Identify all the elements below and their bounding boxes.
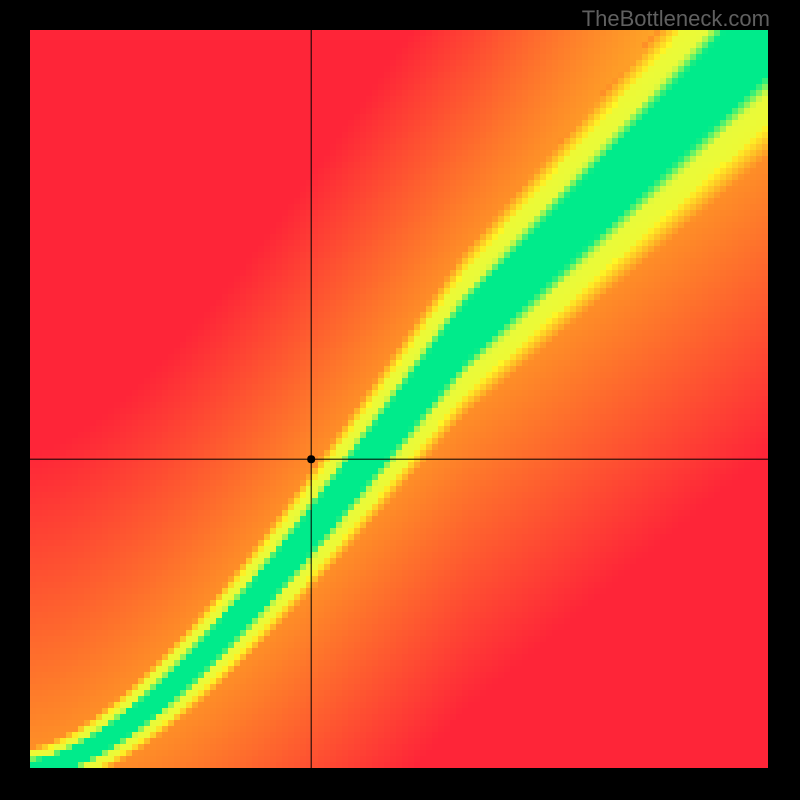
heatmap-canvas [0, 0, 800, 800]
watermark-text: TheBottleneck.com [582, 6, 770, 32]
chart-container: TheBottleneck.com [0, 0, 800, 800]
